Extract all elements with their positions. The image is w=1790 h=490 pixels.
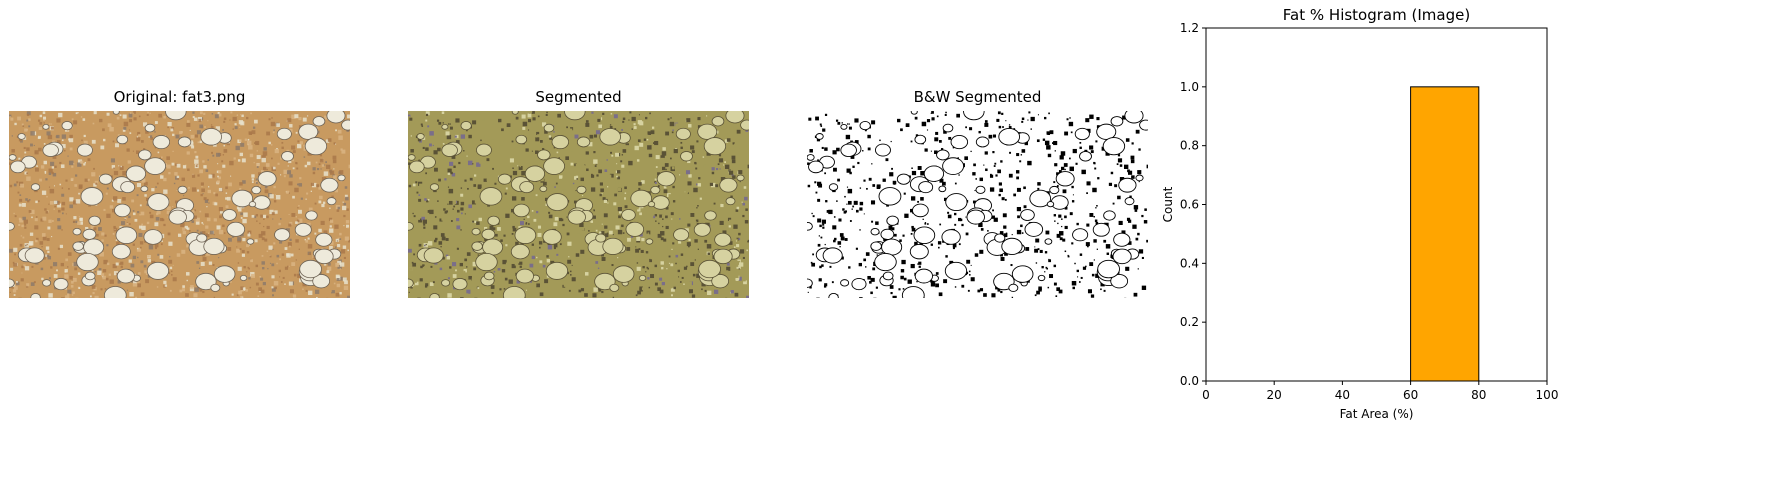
histogram-title: Fat % Histogram (Image) xyxy=(1283,6,1470,24)
x-tick-label: 0 xyxy=(1202,388,1210,402)
y-axis-label: Count xyxy=(1161,186,1175,222)
x-tick-label: 20 xyxy=(1267,388,1282,402)
x-tick-label: 100 xyxy=(1536,388,1559,402)
y-tick-label: 1.0 xyxy=(1180,80,1199,94)
y-tick-label: 1.2 xyxy=(1180,21,1199,35)
x-tick-label: 40 xyxy=(1335,388,1350,402)
original-title: Original: fat3.png xyxy=(113,88,246,106)
bw-tissue-graphic xyxy=(807,111,1148,298)
y-tick-label: 0.2 xyxy=(1180,315,1199,329)
plot-frame xyxy=(1205,27,1548,382)
y-tick-label: 0.4 xyxy=(1180,256,1199,270)
histogram-bar xyxy=(1410,86,1480,382)
x-tick-label: 80 xyxy=(1471,388,1486,402)
y-tick-label: 0.6 xyxy=(1180,198,1199,212)
bw-title: B&W Segmented xyxy=(913,88,1042,106)
y-tick-label: 0.0 xyxy=(1180,374,1199,388)
x-tick-label: 60 xyxy=(1403,388,1418,402)
y-tick-label: 0.8 xyxy=(1180,139,1199,153)
original-image xyxy=(9,111,350,298)
segmented-tissue-graphic xyxy=(408,111,749,298)
segmented-title: Segmented xyxy=(535,88,622,106)
bw-image xyxy=(807,111,1148,298)
x-axis-label: Fat Area (%) xyxy=(1340,407,1414,421)
original-tissue-graphic xyxy=(9,111,350,298)
segmented-image xyxy=(408,111,749,298)
